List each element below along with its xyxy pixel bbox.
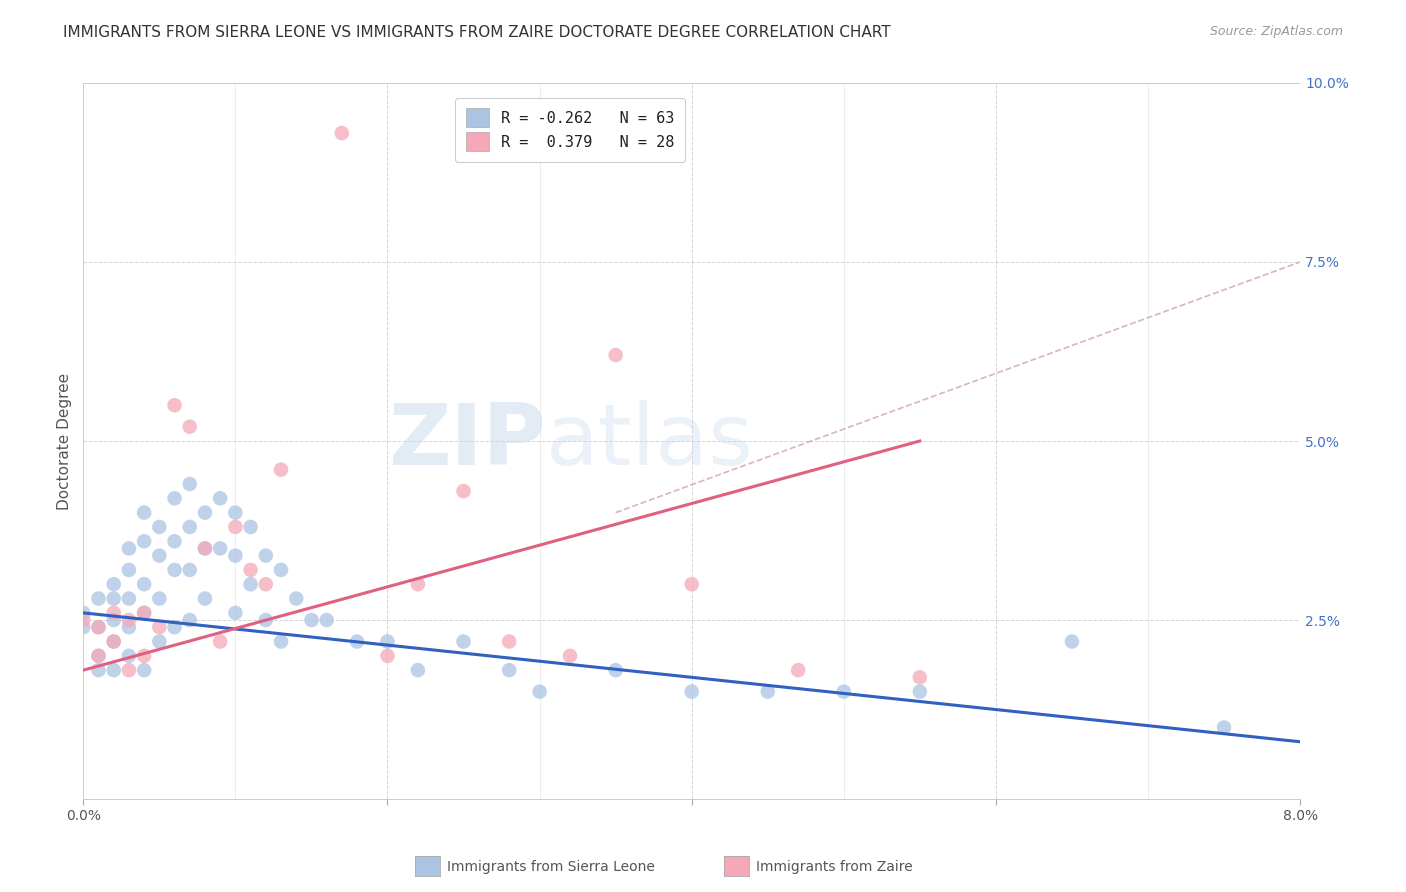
Text: ZIP: ZIP [388,400,546,483]
Point [148,520,170,534]
Point [756,684,779,698]
Point [346,634,368,648]
Point [103,577,125,591]
Point [179,477,201,491]
Point [406,577,429,591]
Point [103,591,125,606]
Point [179,419,201,434]
Point [134,663,156,677]
Point [134,648,156,663]
Point [72,613,94,627]
Point [453,634,475,648]
Point [254,613,277,627]
Point [163,491,186,506]
Point [209,491,232,506]
Point [134,606,156,620]
Point [285,591,308,606]
Point [118,591,141,606]
Point [163,534,186,549]
Point [224,506,246,520]
Point [134,606,156,620]
Point [148,549,170,563]
Point [681,577,703,591]
Point [681,684,703,698]
Point [315,613,337,627]
Point [377,634,399,648]
Point [224,606,246,620]
Point [134,577,156,591]
Point [87,663,110,677]
Point [406,663,429,677]
Point [209,541,232,556]
Point [103,663,125,677]
Y-axis label: Doctorate Degree: Doctorate Degree [58,373,72,509]
Point [103,634,125,648]
Point [118,663,141,677]
Point [163,398,186,412]
Text: Immigrants from Zaire: Immigrants from Zaire [756,860,912,874]
Text: IMMIGRANTS FROM SIERRA LEONE VS IMMIGRANTS FROM ZAIRE DOCTORATE DEGREE CORRELATI: IMMIGRANTS FROM SIERRA LEONE VS IMMIGRAN… [63,25,891,40]
Point [148,634,170,648]
Point [87,591,110,606]
Point [87,620,110,634]
Text: Source: ZipAtlas.com: Source: ZipAtlas.com [1209,25,1343,38]
Point [103,613,125,627]
Point [72,606,94,620]
Point [453,484,475,499]
Point [134,506,156,520]
Point [194,506,217,520]
Point [605,348,627,362]
Point [787,663,810,677]
Text: Immigrants from Sierra Leone: Immigrants from Sierra Leone [447,860,655,874]
Point [148,591,170,606]
Point [270,634,292,648]
Point [498,663,520,677]
Point [908,670,931,684]
Point [270,463,292,477]
Legend: R = -0.262   N = 63, R =  0.379   N = 28: R = -0.262 N = 63, R = 0.379 N = 28 [456,98,685,161]
Point [118,613,141,627]
Point [1060,634,1083,648]
Point [224,549,246,563]
Point [270,563,292,577]
Point [194,541,217,556]
Point [908,684,931,698]
Point [163,620,186,634]
Point [209,634,232,648]
Point [72,620,94,634]
Point [179,520,201,534]
Point [224,520,246,534]
Point [118,620,141,634]
Point [118,541,141,556]
Point [134,534,156,549]
Point [330,126,353,140]
Point [87,648,110,663]
Point [498,634,520,648]
Point [179,563,201,577]
Point [301,613,323,627]
Point [87,620,110,634]
Point [194,541,217,556]
Point [605,663,627,677]
Text: atlas: atlas [546,400,754,483]
Point [118,648,141,663]
Point [103,606,125,620]
Point [239,563,262,577]
Point [118,563,141,577]
Point [163,563,186,577]
Point [87,648,110,663]
Point [1213,721,1236,735]
Point [148,620,170,634]
Point [558,648,581,663]
Point [179,613,201,627]
Point [254,549,277,563]
Point [529,684,551,698]
Point [377,648,399,663]
Point [239,577,262,591]
Point [239,520,262,534]
Point [832,684,855,698]
Point [103,634,125,648]
Point [254,577,277,591]
Point [194,591,217,606]
